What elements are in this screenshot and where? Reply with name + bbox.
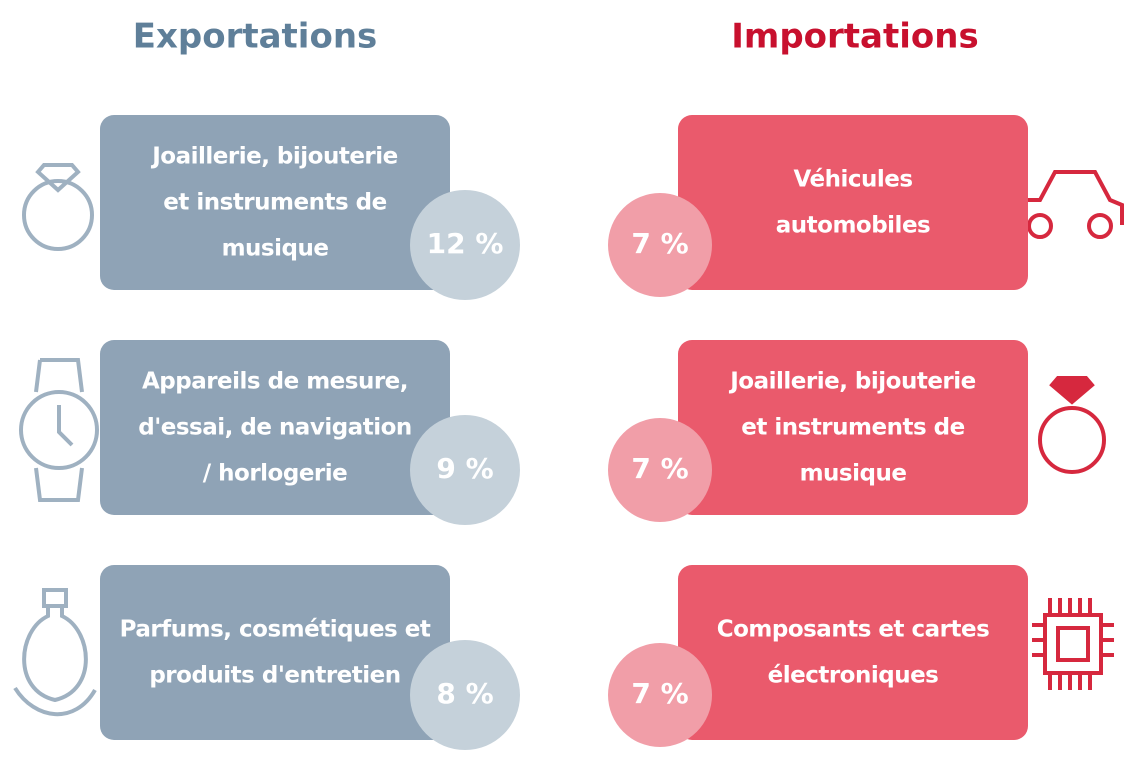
car-icon — [1013, 170, 1124, 239]
category-label: et instruments de — [741, 415, 964, 441]
share-label: 7 % — [631, 452, 688, 485]
share-label: 7 % — [631, 677, 688, 710]
category-label: Composants et cartes — [717, 617, 990, 643]
category-label: musique — [800, 461, 907, 487]
category-box — [678, 565, 1028, 740]
share-label: 9 % — [436, 452, 493, 485]
category-box — [100, 115, 450, 290]
category-label: musique — [222, 236, 329, 262]
category-label: automobiles — [776, 213, 930, 239]
category-label: / horlogerie — [203, 461, 348, 487]
category-label: Véhicules — [793, 167, 912, 193]
imports-title: Importations — [731, 17, 978, 57]
category-label: et instruments de — [163, 190, 386, 216]
category-label: d'essai, de navigation — [138, 415, 412, 441]
share-circle — [608, 193, 712, 297]
category-label: Appareils de mesure, — [142, 369, 408, 395]
exports-title: Exportations — [133, 17, 378, 57]
category-box — [678, 115, 1028, 290]
share-circle — [410, 190, 520, 300]
category-box — [100, 565, 450, 740]
category-box — [678, 340, 1028, 515]
share-circle — [410, 415, 520, 525]
ring-icon — [22, 163, 94, 251]
category-label: Parfums, cosmétiques et — [120, 617, 431, 643]
share-circle — [608, 418, 712, 522]
share-label: 7 % — [631, 227, 688, 260]
category-label: Joaillerie, bijouterie — [728, 369, 976, 395]
perfume-icon — [13, 588, 97, 717]
chip-icon — [1032, 598, 1114, 690]
category-box — [100, 340, 450, 515]
watch-icon — [19, 358, 99, 502]
ring-icon — [1038, 376, 1106, 474]
share-circle — [608, 643, 712, 747]
category-label: Joaillerie, bijouterie — [150, 144, 398, 170]
share-label: 8 % — [436, 677, 493, 710]
share-label: 12 % — [427, 227, 504, 260]
category-label: électroniques — [768, 663, 939, 689]
category-label: produits d'entretien — [149, 663, 400, 689]
share-circle — [410, 640, 520, 750]
